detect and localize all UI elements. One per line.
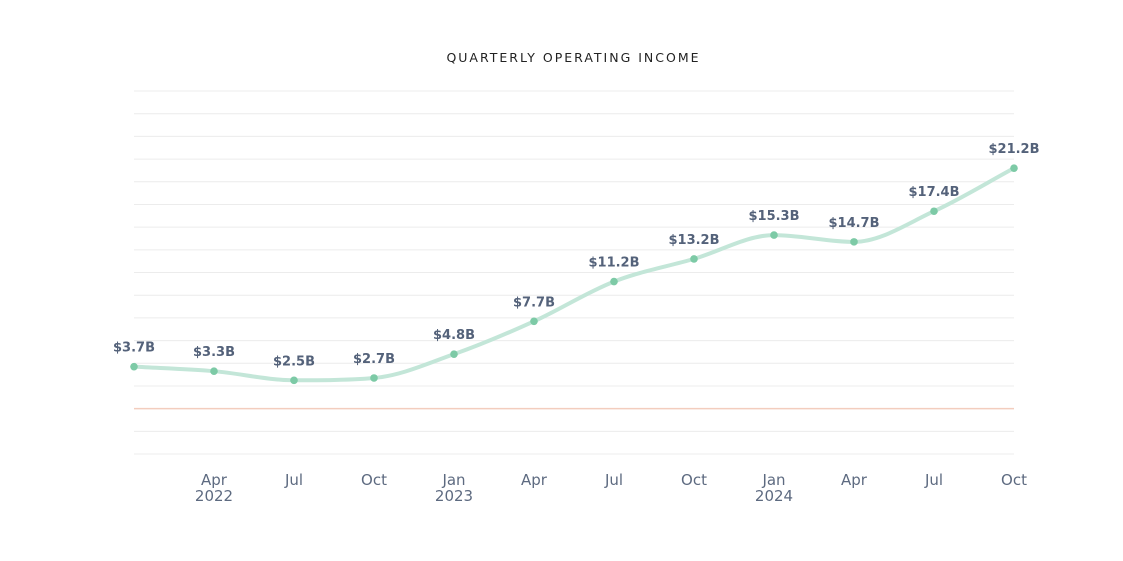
x-tick-label: Oct (681, 471, 707, 489)
data-point (530, 317, 538, 326)
grid-lines (134, 90, 1014, 455)
data-label: $17.4B (908, 185, 959, 200)
data-label: $2.5B (273, 354, 315, 369)
x-tick-label: Oct (361, 471, 387, 489)
data-label: $3.3B (193, 345, 235, 360)
data-label: $11.2B (588, 256, 639, 271)
data-point (770, 231, 778, 239)
data-label: $13.2B (668, 233, 719, 248)
x-tick-label: Jul (284, 471, 303, 489)
x-tick-label: Jul (604, 471, 623, 489)
x-tick-label: Apr (841, 471, 868, 489)
data-label: $3.7B (113, 341, 155, 356)
data-point (690, 255, 698, 263)
data-label: $21.2B (988, 142, 1039, 157)
data-point (1010, 164, 1018, 172)
x-tick-label: Jul (924, 471, 943, 489)
x-tick-label: Jan (761, 471, 785, 489)
series (130, 164, 1018, 385)
data-point (210, 367, 218, 375)
data-label: $14.7B (828, 216, 879, 231)
data-point (610, 277, 618, 286)
x-tick-label: Apr (201, 471, 228, 489)
x-tick-label: Jan (441, 471, 465, 489)
data-point (290, 376, 298, 385)
data-point (130, 362, 138, 371)
data-point (450, 350, 458, 358)
data-point (930, 207, 938, 216)
x-tick-year-label: 2022 (195, 487, 233, 505)
chart-title: QUARTERLY OPERATING INCOME (446, 50, 701, 65)
data-labels: $3.7B $3.3B $2.5B $2.7B $4.8B $7.7B $11.2B $13.… (113, 142, 1040, 369)
x-tick-year-label: 2023 (435, 487, 473, 505)
data-label: $2.7B (353, 352, 395, 367)
data-label: $15.3B (748, 209, 799, 224)
x-tick-label: Apr (521, 471, 548, 489)
series-line (132, 166, 1016, 383)
data-label: $7.7B (513, 295, 555, 310)
data-point (370, 374, 378, 382)
data-label: $4.8B (433, 328, 475, 343)
x-tick-label: Oct (1001, 471, 1027, 489)
data-point (850, 238, 858, 246)
x-tick-year-label: 2024 (755, 487, 793, 505)
